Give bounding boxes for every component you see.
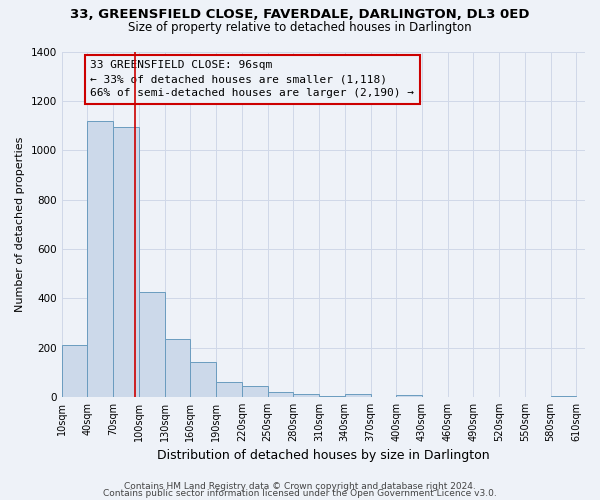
Text: 33, GREENSFIELD CLOSE, FAVERDALE, DARLINGTON, DL3 0ED: 33, GREENSFIELD CLOSE, FAVERDALE, DARLIN… [70,8,530,20]
Bar [113,127,139,397]
Bar [164,339,190,397]
Text: 33 GREENSFIELD CLOSE: 96sqm
← 33% of detached houses are smaller (1,118)
66% of : 33 GREENSFIELD CLOSE: 96sqm ← 33% of det… [91,60,415,98]
Bar [319,396,345,397]
Bar [62,345,88,397]
Bar [242,386,268,397]
X-axis label: Distribution of detached houses by size in Darlington: Distribution of detached houses by size … [157,450,490,462]
Bar [139,292,164,397]
Text: Contains public sector information licensed under the Open Government Licence v3: Contains public sector information licen… [103,488,497,498]
Bar [293,394,319,397]
Text: Size of property relative to detached houses in Darlington: Size of property relative to detached ho… [128,21,472,34]
Bar [216,382,242,397]
Text: Contains HM Land Registry data © Crown copyright and database right 2024.: Contains HM Land Registry data © Crown c… [124,482,476,491]
Bar [551,396,577,397]
Bar [190,362,216,397]
Bar [88,120,113,397]
Y-axis label: Number of detached properties: Number of detached properties [15,136,25,312]
Bar [268,392,293,397]
Bar [345,394,371,397]
Bar [396,395,422,397]
